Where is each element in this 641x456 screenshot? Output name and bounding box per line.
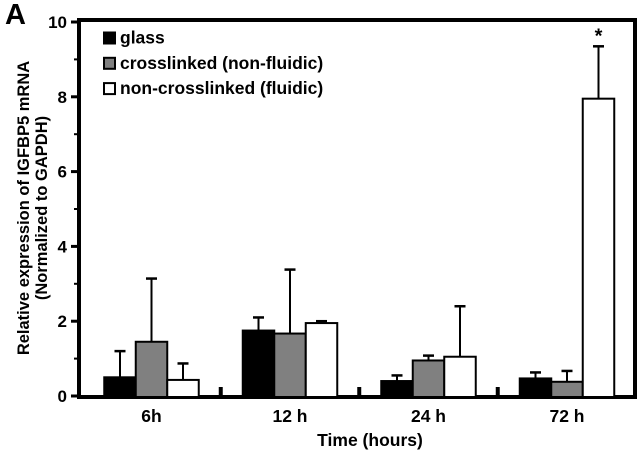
legend-marker	[103, 82, 116, 96]
bar	[241, 329, 276, 398]
plot-frame	[77, 18, 637, 399]
significance-asterisk: *	[595, 25, 603, 47]
bar	[550, 380, 584, 398]
y-axis-title-line2: (Normalized to GAPDH)	[33, 116, 51, 300]
y-tick-label: 8	[58, 88, 67, 107]
y-tick-label: 4	[58, 237, 68, 256]
bar	[134, 340, 169, 398]
y-tick-label: 0	[58, 387, 67, 406]
bar	[443, 355, 477, 399]
bar	[304, 322, 339, 399]
x-tick-label: 6h	[141, 406, 161, 426]
legend-marker	[103, 31, 116, 45]
x-tick-label: 24 h	[411, 406, 446, 426]
bar	[273, 332, 307, 398]
x-axis-title: Time (hours)	[317, 430, 423, 450]
x-tick-label: 72 h	[549, 406, 584, 426]
bar	[103, 376, 137, 398]
bar	[518, 377, 553, 398]
bar	[411, 359, 446, 398]
legend-marker	[103, 56, 116, 70]
legend-label: glass	[120, 28, 165, 48]
bar	[166, 378, 200, 398]
x-tick-label: 12 h	[272, 406, 307, 426]
panel-label: A	[5, 0, 26, 31]
y-tick-label: 6	[58, 163, 67, 182]
bar	[581, 97, 616, 398]
y-tick-label: 2	[58, 312, 67, 331]
y-tick-label: 10	[48, 13, 67, 32]
legend-label: crosslinked (non-fluidic)	[120, 53, 323, 73]
legend-label: non-crosslinked (fluidic)	[120, 78, 323, 98]
bar	[380, 380, 414, 399]
y-axis-title-line1: Relative expression of IGFBP5 mRNA	[15, 61, 33, 355]
